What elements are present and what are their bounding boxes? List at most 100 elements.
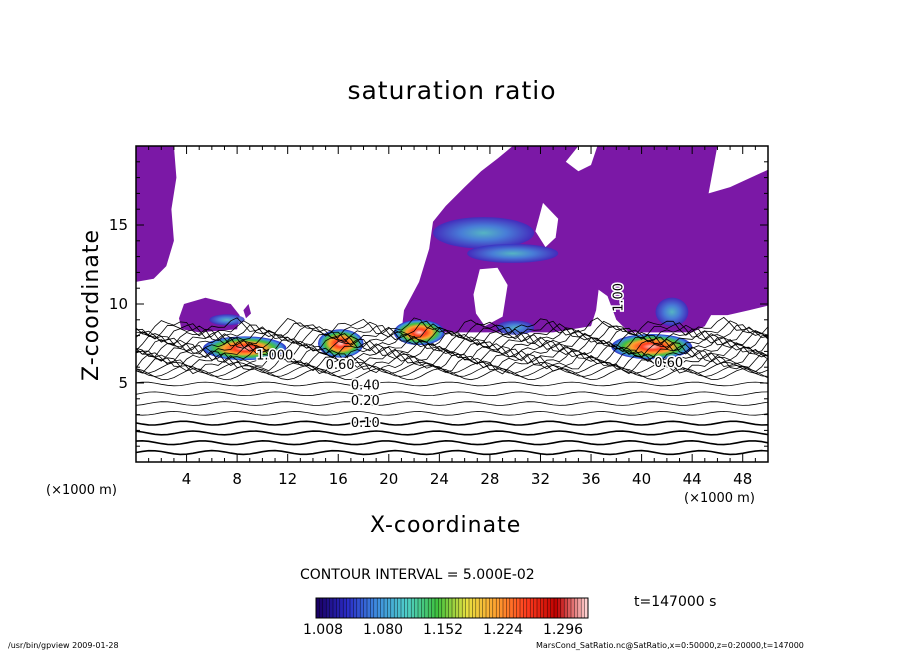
colorbar-tick-label: 1.152	[422, 622, 464, 638]
colorbar-cell	[390, 598, 395, 618]
colorbar-cell	[550, 598, 555, 618]
x-axis-unit-left: (×1000 m)	[46, 483, 117, 498]
contour-label: 0.10	[351, 416, 380, 431]
colorbar-cell	[584, 598, 589, 618]
colorbar-cell	[482, 598, 487, 618]
colorbar-cell	[499, 598, 504, 618]
colorbar-cell	[316, 598, 320, 618]
x-tick-label: 12	[278, 470, 297, 488]
colorbar-cell	[435, 598, 439, 618]
colorbar-cell	[543, 598, 548, 618]
contour-line	[136, 332, 768, 353]
colorbar-cell	[353, 598, 358, 618]
colorbar-cell	[414, 598, 419, 618]
x-tick-label: 32	[531, 470, 550, 488]
contour-label: 1.000	[256, 348, 293, 363]
colorbar-cell	[336, 598, 341, 618]
colorbar-cell	[523, 598, 528, 618]
colorbar-cell	[438, 598, 443, 618]
colorbar-tick-label: 1.296	[542, 622, 584, 638]
colorbar-cell	[387, 598, 392, 618]
contour-line	[136, 361, 768, 374]
unsaturated-region	[535, 202, 559, 248]
colorbar-cell	[333, 598, 337, 618]
colorbar-tick-label: 1.080	[362, 622, 404, 638]
colorbar	[315, 597, 589, 619]
colorbar-cell	[520, 598, 524, 618]
x-tick-label: 28	[480, 470, 499, 488]
colorbar-cell	[319, 598, 324, 618]
colorbar-cell	[380, 598, 385, 618]
contour-label: 0.60	[654, 356, 683, 371]
colorbar-cell	[506, 598, 511, 618]
colorbar-cell	[411, 598, 415, 618]
colorbar-cell	[513, 598, 517, 618]
unsaturated-region	[708, 146, 768, 194]
x-tick-label: 44	[683, 470, 702, 488]
contour-line	[136, 323, 768, 343]
supersaturated-blob	[467, 243, 559, 263]
colorbar-cell	[428, 598, 432, 618]
colorbar-cell	[424, 598, 429, 618]
colorbar-cell	[503, 598, 507, 618]
colorbar-cell	[526, 598, 531, 618]
colorbar-cell	[475, 598, 480, 618]
supersaturated-blob	[209, 314, 245, 326]
colorbar-cell	[445, 598, 449, 618]
colorbar-cell	[343, 598, 347, 618]
colorbar-tick-label: 1.008	[302, 622, 344, 638]
chart-title: saturation ratio	[347, 76, 557, 105]
colorbar-cell	[421, 598, 426, 618]
colorbar-cell	[462, 598, 466, 618]
y-tick-label: 10	[109, 295, 128, 313]
supersaturated-blob	[655, 297, 689, 327]
colorbar-cell	[356, 598, 361, 618]
footer-left: /usr/bin/gpview 2009-01-28	[8, 641, 119, 650]
x-tick-label: 40	[632, 470, 651, 488]
colorbar-cell	[496, 598, 500, 618]
colorbar-cell	[557, 598, 562, 618]
colorbar-cell	[554, 598, 558, 618]
colorbar-cell	[394, 598, 398, 618]
colorbar-cell	[360, 598, 364, 618]
colorbar-cell	[350, 598, 354, 618]
y-tick-label: 15	[109, 216, 128, 234]
x-axis-ticks: 4 8 12 16 20 24 28 32 36 40 44 48	[148, 146, 756, 488]
colorbar-cell	[560, 598, 565, 618]
colorbar-cell	[404, 598, 409, 618]
contour-line	[136, 381, 768, 387]
x-tick-label: 48	[733, 470, 752, 488]
colorbar-cell	[326, 598, 330, 618]
unsaturated-region	[565, 146, 598, 172]
colorbar-cell	[530, 598, 534, 618]
colorbar-cell	[465, 598, 470, 618]
colorbar-cell	[384, 598, 388, 618]
colorbar-cell	[401, 598, 405, 618]
colorbar-cell	[367, 598, 371, 618]
x-tick-label: 8	[232, 470, 242, 488]
y-tick-label: 5	[118, 374, 128, 392]
contour-line	[136, 326, 768, 346]
x-tick-label: 16	[329, 470, 348, 488]
colorbar-cell	[455, 598, 460, 618]
colorbar-cell	[571, 598, 575, 618]
colorbar-cell	[363, 598, 368, 618]
colorbar-cell	[441, 598, 446, 618]
colorbar-cell	[492, 598, 497, 618]
unsaturated-region	[473, 267, 508, 327]
contour-line	[136, 342, 768, 363]
contour-line	[136, 368, 768, 381]
contour-label: 0.60	[326, 358, 355, 373]
contour-line	[136, 345, 768, 365]
colorbar-cell	[479, 598, 483, 618]
colorbar-tick-label: 1.224	[482, 622, 524, 638]
colorbar-cell	[540, 598, 545, 618]
contour-line	[136, 430, 768, 436]
colorbar-cell	[407, 598, 412, 618]
contour-line	[136, 410, 768, 416]
colorbar-cell	[397, 598, 402, 618]
colorbar-cell	[537, 598, 541, 618]
colorbar-cell	[431, 598, 436, 618]
colorbar-cell	[458, 598, 463, 618]
